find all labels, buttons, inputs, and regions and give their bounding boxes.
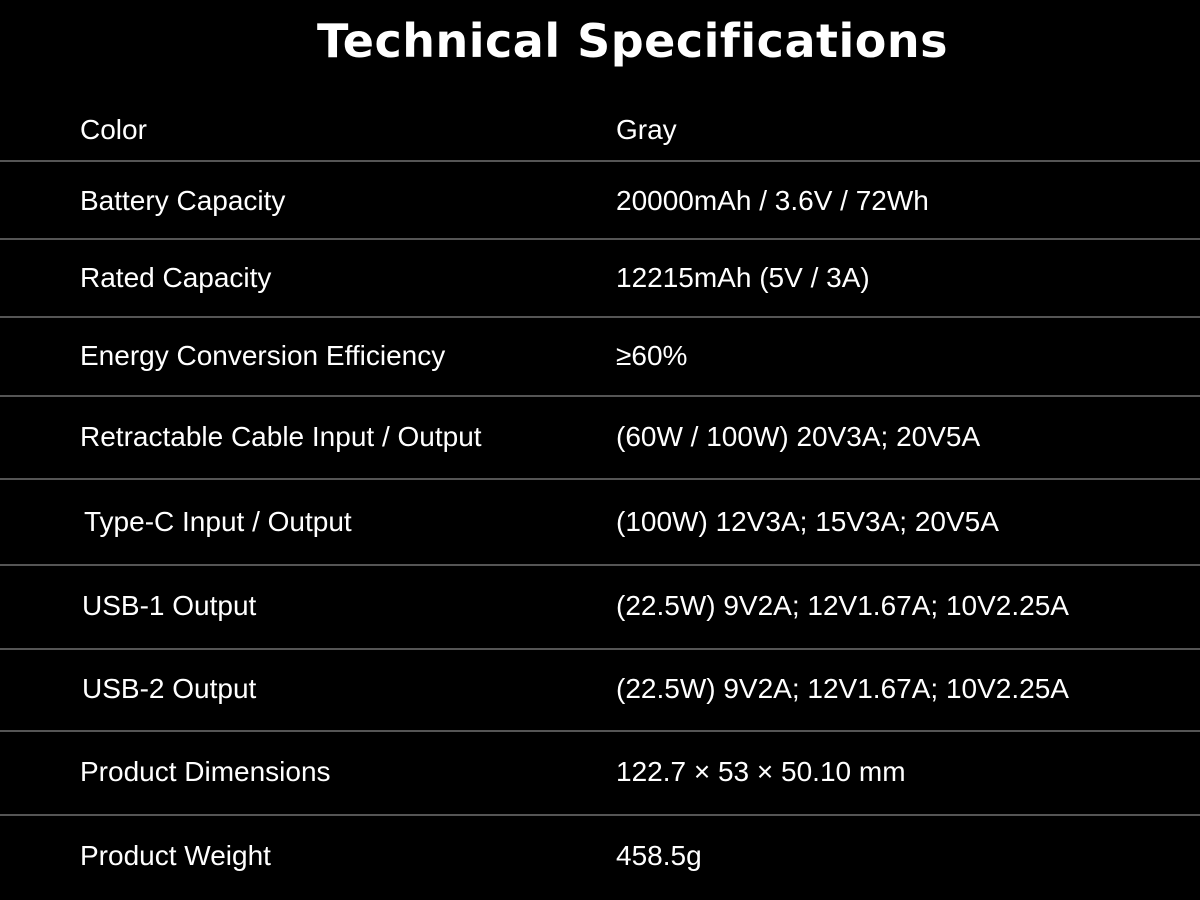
spec-label: Color — [80, 114, 147, 145]
spec-label: USB-1 Output — [82, 590, 257, 621]
spec-value: 122.7 × 53 × 50.10 mm — [616, 756, 906, 787]
spec-value: Gray — [616, 114, 677, 145]
spec-value: 12215mAh (5V / 3A) — [616, 262, 870, 293]
spec-value: (22.5W) 9V2A; 12V1.67A; 10V2.25A — [616, 590, 1069, 621]
spec-label: USB-2 Output — [82, 673, 257, 704]
spec-value: ≥60% — [616, 340, 688, 371]
spec-value: 458.5g — [616, 840, 702, 871]
divider — [0, 814, 1200, 816]
spec-value: 20000mAh / 3.6V / 72Wh — [616, 185, 929, 216]
page-title: Technical Specifications — [317, 14, 948, 68]
spec-value: (100W) 12V3A; 15V3A; 20V5A — [616, 506, 999, 537]
divider — [0, 316, 1200, 318]
spec-label: Retractable Cable Input / Output — [80, 421, 482, 452]
spec-label: Type-C Input / Output — [84, 506, 352, 537]
divider — [0, 395, 1200, 397]
spec-label: Rated Capacity — [80, 262, 272, 293]
divider — [0, 238, 1200, 240]
spec-value: (22.5W) 9V2A; 12V1.67A; 10V2.25A — [616, 673, 1069, 704]
spec-label: Energy Conversion Efficiency — [80, 340, 446, 371]
divider — [0, 478, 1200, 480]
spec-label: Product Dimensions — [80, 756, 331, 787]
spec-label: Battery Capacity — [80, 185, 286, 216]
spec-value: (60W / 100W) 20V3A; 20V5A — [616, 421, 981, 452]
divider — [0, 730, 1200, 732]
divider — [0, 564, 1200, 566]
divider — [0, 160, 1200, 162]
spec-label: Product Weight — [80, 840, 271, 871]
divider — [0, 648, 1200, 650]
